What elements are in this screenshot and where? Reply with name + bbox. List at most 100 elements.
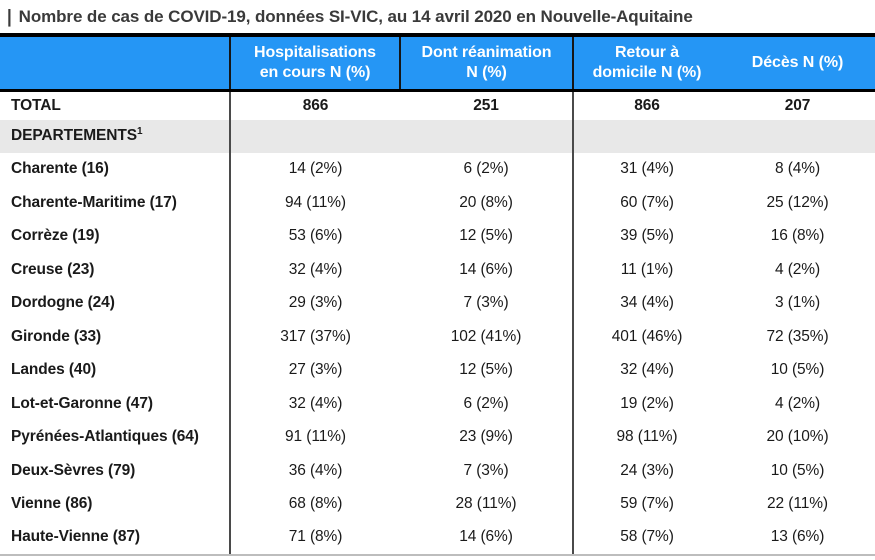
cell-reanimation: 102 (41%) xyxy=(400,320,574,354)
row-label: Lot-et-Garonne (47) xyxy=(0,387,231,421)
row-label: Landes (40) xyxy=(0,353,231,387)
table-row-vienne: Vienne (86) 68 (8%) 28 (11%) 59 (7%) 22 … xyxy=(0,487,875,521)
table-row-gironde: Gironde (33) 317 (37%) 102 (41%) 401 (46… xyxy=(0,320,875,354)
cell-reanimation: 28 (11%) xyxy=(400,487,574,521)
row-label: Gironde (33) xyxy=(0,320,231,354)
cell-deces: 10 (5%) xyxy=(770,361,825,379)
cell-hospitalisations: 32 (4%) xyxy=(288,394,343,412)
cell-deces: 72 (35%) xyxy=(766,327,829,345)
cell-hospitalisations: 53 (6%) xyxy=(288,227,343,245)
cell-reanimation: 6 (2%) xyxy=(400,387,574,421)
cell-reanimation: 12 (5%) xyxy=(400,219,574,253)
figure-title: | Nombre de cas de COVID-19, données SI-… xyxy=(0,0,875,33)
cell-retour-domicile: 31 (4%) xyxy=(620,160,674,178)
cell-deces: 16 (8%) xyxy=(770,227,825,245)
cell-deces: 13 (6%) xyxy=(720,521,875,556)
cell-deces: 3 (1%) xyxy=(774,294,821,312)
cell-hospitalisations: 68 (8%) xyxy=(288,495,343,513)
cell-retour-domicile: 39 (5%) xyxy=(620,227,674,245)
cell-retour-domicile: 98 (11%) xyxy=(616,428,678,446)
column-header-reanimation: Dont réanimation N (%) xyxy=(400,35,574,92)
row-label: Vienne (86) xyxy=(0,487,231,521)
cell-retour-domicile: 401 (46%) xyxy=(611,327,683,345)
empty-cell xyxy=(720,120,875,153)
cell-reanimation: 23 (9%) xyxy=(400,420,574,454)
header-row: Hospitalisations en cours N (%) Dont réa… xyxy=(0,35,875,92)
cell-retour-domicile: 11 (1%) xyxy=(620,260,674,278)
header-line: Dont réanimation xyxy=(421,44,552,62)
section-label: DEPARTEMENTS1 xyxy=(0,119,231,153)
title-bar-glyph: | xyxy=(7,5,12,27)
cell-retour-domicile: 60 (7%) xyxy=(620,193,674,211)
row-label: Deux-Sèvres (79) xyxy=(0,454,231,488)
row-label: Charente-Maritime (17) xyxy=(0,186,231,220)
header-line: N (%) xyxy=(466,64,507,81)
table-row-deux-sevres: Deux-Sèvres (79) 36 (4%) 7 (3%) 24 (3%) … xyxy=(0,454,875,488)
table-row-charente-maritime: Charente-Maritime (17) 94 (11%) 20 (8%) … xyxy=(0,186,875,220)
header-line: Décès N (%) xyxy=(751,54,844,72)
total-retour-domicile: 866 xyxy=(634,96,660,114)
cell-hospitalisations: 91 (11%) xyxy=(285,428,346,446)
cell-hospitalisations: 36 (4%) xyxy=(288,461,343,479)
covid-cases-table: Hospitalisations en cours N (%) Dont réa… xyxy=(0,33,875,556)
table-row-dordogne: Dordogne (24) 29 (3%) 7 (3%) 34 (4%) 3 (… xyxy=(0,286,875,320)
cell-retour-domicile: 58 (7%) xyxy=(573,521,720,556)
cell-retour-domicile: 59 (7%) xyxy=(620,495,674,513)
cell-deces: 25 (12%) xyxy=(766,193,829,211)
cell-hospitalisations: 32 (4%) xyxy=(288,260,343,278)
departements-section-row: DEPARTEMENTS1 xyxy=(0,119,875,153)
cell-hospitalisations: 71 (8%) xyxy=(230,521,400,556)
total-deces: 207 xyxy=(784,96,811,114)
header-line: domicile N (%) xyxy=(592,64,702,81)
total-hospitalisations: 866 xyxy=(302,96,329,114)
cell-reanimation: 7 (3%) xyxy=(400,454,574,488)
cell-reanimation: 20 (8%) xyxy=(400,186,574,220)
table-row-creuse: Creuse (23) 32 (4%) 14 (6%) 11 (1%) 4 (2… xyxy=(0,253,875,287)
total-reanimation: 251 xyxy=(400,90,574,120)
header-line: en cours N (%) xyxy=(259,64,371,81)
table-row-pyrenees-atlantiques: Pyrénées-Atlantiques (64) 91 (11%) 23 (9… xyxy=(0,420,875,454)
column-header-retour-domicile: Retour à domicile N (%) xyxy=(573,35,720,92)
column-header-hospitalisations: Hospitalisations en cours N (%) xyxy=(230,35,401,92)
figure-title-text: Nombre de cas de COVID-19, données SI-VI… xyxy=(18,6,693,26)
corner-cell xyxy=(0,35,231,92)
cell-retour-domicile: 24 (3%) xyxy=(620,461,674,479)
cell-reanimation: 7 (3%) xyxy=(400,286,574,320)
cell-retour-domicile: 34 (4%) xyxy=(620,294,674,312)
table-row-lot-et-garonne: Lot-et-Garonne (47) 32 (4%) 6 (2%) 19 (2… xyxy=(0,387,875,421)
empty-cell xyxy=(573,120,720,153)
cell-deces: 4 (2%) xyxy=(774,394,821,412)
row-label-total: TOTAL xyxy=(0,90,231,120)
section-label-text: DEPARTEMENTS xyxy=(11,127,137,145)
cell-reanimation: 12 (5%) xyxy=(400,353,574,387)
cell-deces: 22 (11%) xyxy=(767,495,828,513)
cell-hospitalisations: 27 (3%) xyxy=(288,361,343,379)
cell-hospitalisations: 14 (2%) xyxy=(288,160,343,178)
cell-hospitalisations: 94 (11%) xyxy=(285,193,346,211)
row-label: Creuse (23) xyxy=(0,253,231,287)
header-line: Hospitalisations xyxy=(254,44,376,62)
cell-deces: 8 (4%) xyxy=(774,160,821,178)
cell-deces: 10 (5%) xyxy=(770,461,825,479)
cell-retour-domicile: 19 (2%) xyxy=(620,394,674,412)
cell-hospitalisations: 29 (3%) xyxy=(288,294,343,312)
total-row: TOTAL 866 251 866 207 xyxy=(0,90,875,120)
row-label: Corrèze (19) xyxy=(0,219,231,253)
row-label: Haute-Vienne (87) xyxy=(0,521,231,556)
row-label: Dordogne (24) xyxy=(0,286,231,320)
cell-hospitalisations: 317 (37%) xyxy=(280,327,351,345)
row-label: Charente (16) xyxy=(0,152,231,186)
header-line: Retour à xyxy=(614,44,680,62)
row-label: Pyrénées-Atlantiques (64) xyxy=(0,420,231,454)
cell-reanimation: 6 (2%) xyxy=(400,152,574,186)
table-row-haute-vienne: Haute-Vienne (87) 71 (8%) 14 (6%) 58 (7%… xyxy=(0,521,875,556)
cell-deces: 20 (10%) xyxy=(766,428,829,446)
empty-cell xyxy=(230,120,400,153)
cell-reanimation: 14 (6%) xyxy=(400,521,574,556)
table-row-charente: Charente (16) 14 (2%) 6 (2%) 31 (4%) 8 (… xyxy=(0,152,875,186)
column-header-deces: Décès N (%) xyxy=(720,35,875,92)
cell-deces: 4 (2%) xyxy=(774,260,821,278)
cell-retour-domicile: 32 (4%) xyxy=(620,361,674,379)
table-row-landes: Landes (40) 27 (3%) 12 (5%) 32 (4%) 10 (… xyxy=(0,353,875,387)
